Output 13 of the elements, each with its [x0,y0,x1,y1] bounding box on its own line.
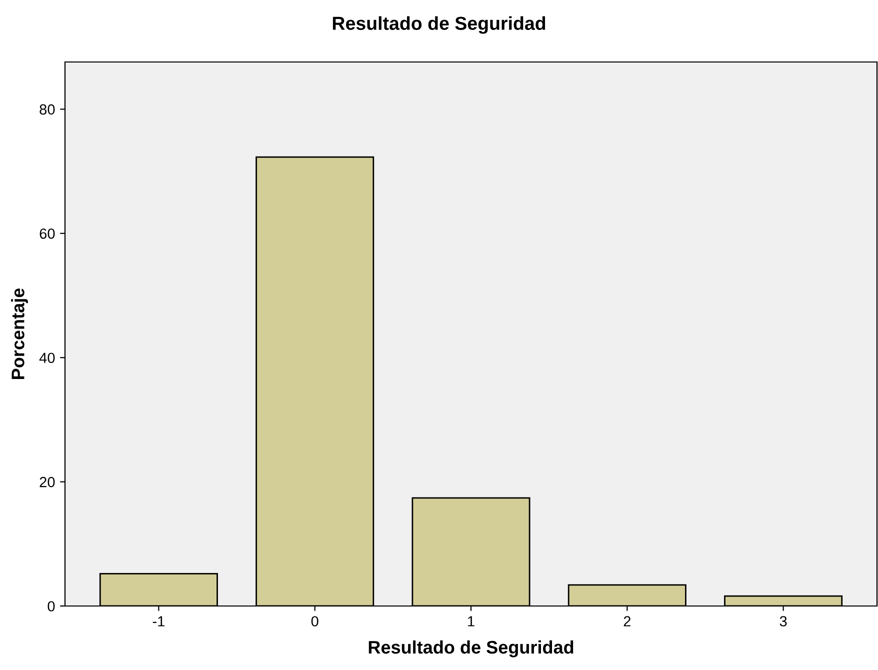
y-tick-label: 60 [40,228,55,239]
x-axis-title: Resultado de Seguridad [368,640,574,658]
y-tick-label: 20 [40,476,55,488]
chart-title: Resultado de Seguridad [332,16,546,34]
x-tick-label: 0 [311,616,318,626]
x-tick-label: 1 [468,616,474,626]
y-tick-label: 80 [40,104,55,115]
y-axis-title: Porcentaje [11,288,28,379]
y-tick-label: 40 [39,352,55,364]
y-tick-label: 0 [48,601,55,612]
x-tick-label: 2 [624,616,630,626]
x-tick-label: -1 [152,616,164,626]
x-tick-label: 3 [780,616,787,626]
